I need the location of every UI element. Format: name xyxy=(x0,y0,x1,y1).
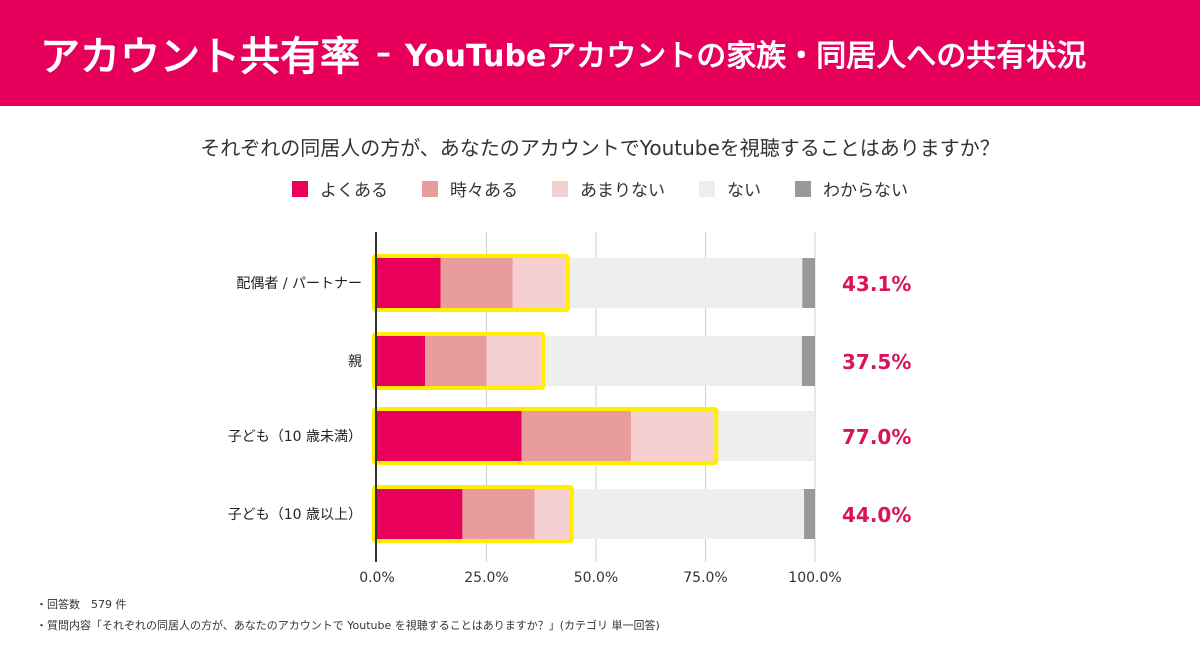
highlight-box xyxy=(372,332,546,390)
legend-swatch-sometimes xyxy=(422,180,438,197)
bar-segment xyxy=(714,411,815,461)
highlight-box xyxy=(372,485,574,543)
bar-segment xyxy=(377,336,426,386)
bar-segment xyxy=(512,258,566,308)
legend-label-rarely: あまりない xyxy=(580,181,665,201)
x-tick-label: 75.0% xyxy=(683,570,727,586)
bar-segment xyxy=(631,411,715,461)
category-label: 配偶者 / パートナー xyxy=(236,276,362,292)
legend-item-rarely: あまりない xyxy=(552,176,665,201)
bar-segment xyxy=(804,489,815,539)
title-separator: – xyxy=(376,35,391,71)
legend-item-never: ない xyxy=(699,176,761,201)
x-tick-label: 25.0% xyxy=(464,570,508,586)
legend-item-often: よくある xyxy=(292,176,388,201)
legend-swatch-rarely xyxy=(552,180,568,197)
x-tick-label: 50.0% xyxy=(574,570,618,586)
bar-segment xyxy=(377,411,522,461)
category-label: 子ども（10 歳未満） xyxy=(228,429,362,445)
highlight-box xyxy=(372,254,570,312)
bar-segment xyxy=(425,336,487,386)
category-label: 親 xyxy=(348,354,362,370)
footnote-respondents: ・回答数 579 件 xyxy=(36,598,127,611)
bar-segment xyxy=(440,258,513,308)
legend-label-sometimes: 時々ある xyxy=(450,181,518,201)
legend-item-unknown: わからない xyxy=(795,176,908,201)
bar-segment xyxy=(521,411,632,461)
bar-segment xyxy=(565,258,803,308)
legend-swatch-unknown xyxy=(795,180,811,197)
bar-segment xyxy=(541,336,802,386)
legend-swatch-often xyxy=(292,180,308,197)
bar-segment xyxy=(486,336,542,386)
page-title: アカウント共有率 xyxy=(40,34,360,80)
bar-segment xyxy=(802,258,815,308)
legend-item-sometimes: 時々ある xyxy=(422,176,518,201)
page-subtitle: YouTubeアカウントの家族・同居人への共有状況 xyxy=(405,39,1087,74)
legend-swatch-never xyxy=(699,180,715,197)
bar-segment xyxy=(462,489,535,539)
category-label: 子ども（10 歳以上） xyxy=(228,507,362,523)
footnote-question: ・質問内容「それぞれの同居人の方が、あなたのアカウントで Youtube を視聴… xyxy=(36,619,660,632)
bar-segment xyxy=(377,489,463,539)
share-total-label: 77.0% xyxy=(842,425,911,449)
highlight-box xyxy=(372,407,719,465)
legend-label-never: ない xyxy=(727,181,761,201)
bar-segment xyxy=(801,336,815,386)
legend-label-unknown: わからない xyxy=(823,181,908,201)
x-tick-label: 0.0% xyxy=(359,570,395,586)
bar-segment xyxy=(377,258,441,308)
bar-segment xyxy=(569,489,805,539)
share-total-label: 43.1% xyxy=(842,272,911,296)
bar-segment xyxy=(534,489,570,539)
legend-label-often: よくある xyxy=(320,181,388,201)
share-total-label: 37.5% xyxy=(842,350,911,374)
chart-title: それぞれの同居人の方が、あなたのアカウントでYoutubeを視聴することはありま… xyxy=(200,136,1000,160)
header-banner: アカウント共有率 – YouTubeアカウントの家族・同居人への共有状況 xyxy=(0,0,1200,106)
chart-legend: よくある 時々ある あまりない ない わからない xyxy=(0,176,1200,201)
x-tick-label: 100.0% xyxy=(788,570,841,586)
share-total-label: 44.0% xyxy=(842,503,911,527)
footnotes: ・回答数 579 件 ・質問内容「それぞれの同居人の方が、あなたのアカウントで … xyxy=(36,594,660,636)
